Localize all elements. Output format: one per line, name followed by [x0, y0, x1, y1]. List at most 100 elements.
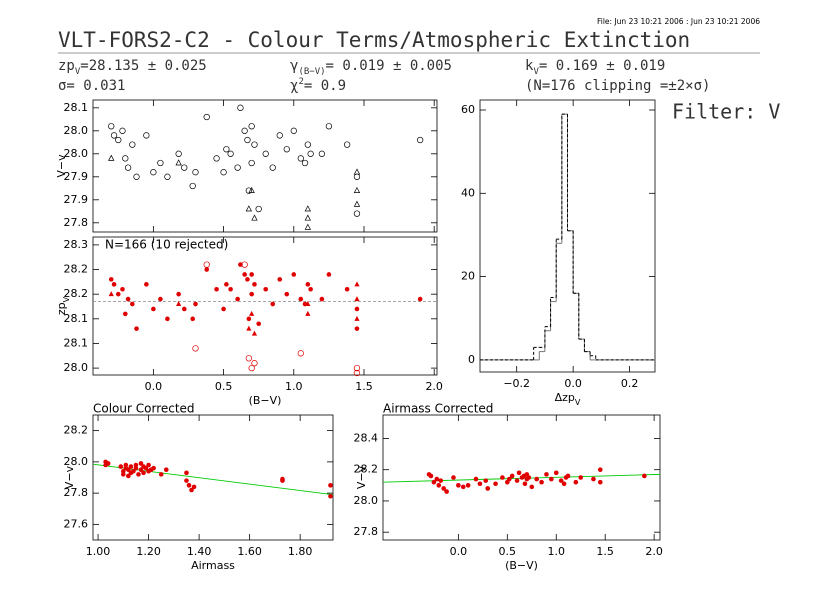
- x-axis-label: (B−V): [249, 394, 282, 407]
- data-point: [483, 478, 489, 483]
- y-tick-label: 28.0: [64, 124, 89, 137]
- data-point: [573, 479, 579, 485]
- data-point: [151, 465, 156, 471]
- data-point: [308, 286, 313, 292]
- data-point: [164, 173, 171, 180]
- data-point: [304, 223, 312, 230]
- data-point: [189, 182, 196, 190]
- data-point: [235, 296, 240, 302]
- data-point: [192, 345, 199, 352]
- data-point: [189, 487, 194, 493]
- data-point: [245, 277, 250, 282]
- data-point: [428, 473, 434, 479]
- stat-k-sub: V: [533, 67, 539, 77]
- data-point: [246, 325, 252, 331]
- data-point: [248, 159, 255, 167]
- data-point: [305, 310, 311, 316]
- data-point: [434, 476, 440, 482]
- filter-label: Filter: V: [672, 100, 780, 124]
- y-tick-label: 28.2: [354, 463, 379, 476]
- stat-chi-sup: 2: [298, 77, 303, 87]
- data-point: [158, 472, 164, 477]
- y-tick-label: 28.0: [64, 455, 89, 468]
- x-tick-label: 2.0: [425, 380, 443, 393]
- y-tick-label: 28.1: [64, 101, 89, 114]
- data-point: [436, 483, 442, 488]
- y-tick-label: 27.8: [354, 525, 379, 538]
- data-point: [242, 272, 247, 277]
- data-point: [133, 173, 140, 180]
- x-tick-label: 1.40: [187, 545, 212, 558]
- y-tick-label: 28.1: [64, 336, 89, 349]
- y-tick-label: 0: [468, 353, 475, 366]
- plot-frame: [92, 414, 334, 541]
- data-point: [298, 296, 304, 302]
- data-point: [176, 301, 182, 307]
- data-point: [249, 272, 254, 277]
- data-point: [591, 476, 596, 482]
- data-point: [526, 475, 532, 480]
- data-point: [119, 127, 126, 134]
- stat-clipping: (N=176 clipping =±2×σ): [525, 78, 710, 94]
- data-point: [126, 467, 131, 472]
- x-axis-label-base: Δzp: [555, 391, 575, 404]
- x-tick-label: 1.0: [547, 545, 565, 558]
- data-point: [344, 286, 350, 292]
- data-point: [280, 478, 285, 483]
- data-point: [473, 476, 479, 482]
- x-tick-label: 1.5: [355, 380, 373, 393]
- data-point: [642, 473, 647, 479]
- data-point: [241, 127, 248, 134]
- data-point: [138, 467, 144, 472]
- y-tick-label: 28.2: [64, 287, 89, 300]
- stat-sigma: σ= 0.031: [58, 78, 125, 94]
- plot-frame: [92, 236, 438, 376]
- data-point: [227, 150, 234, 157]
- data-point: [108, 291, 114, 297]
- stat-zp: zpV=28.135 ± 0.025: [58, 58, 207, 77]
- data-point: [190, 316, 195, 322]
- data-point: [251, 360, 258, 367]
- data-point: [534, 476, 539, 482]
- data-point: [131, 468, 136, 474]
- data-point: [238, 262, 243, 267]
- data-point: [193, 301, 198, 307]
- data-point: [354, 296, 360, 302]
- data-point: [255, 205, 262, 213]
- data-point: [157, 159, 164, 167]
- y-axis-label-base: zp: [55, 302, 68, 315]
- data-point: [597, 479, 603, 485]
- data-point: [529, 484, 535, 490]
- data-point: [305, 282, 311, 287]
- x-tick-label: 0.0: [450, 545, 468, 558]
- data-point: [251, 141, 258, 148]
- x-tick-label: 1.20: [136, 545, 161, 558]
- data-point: [245, 355, 253, 362]
- stat-gamma: γ(B−V)= 0.019 ± 0.005: [290, 58, 452, 77]
- data-point: [304, 141, 311, 148]
- plot-frame: [92, 99, 438, 233]
- stat-zp-base: zp: [58, 58, 75, 74]
- data-point: [328, 493, 333, 499]
- data-point: [123, 462, 129, 468]
- data-point: [269, 164, 276, 171]
- stat-chi-base: χ: [290, 78, 298, 94]
- x-tick-label: 1.5: [596, 545, 614, 558]
- x-axis-label: ΔzpV: [555, 391, 581, 407]
- data-point: [151, 306, 156, 312]
- data-point: [417, 136, 424, 144]
- data-point: [244, 136, 251, 144]
- y-tick-label: 40: [461, 186, 475, 199]
- data-point: [249, 310, 255, 316]
- data-point: [181, 164, 188, 171]
- data-point: [203, 261, 210, 268]
- x-tick-label: 2.0: [645, 545, 663, 558]
- data-point: [126, 473, 131, 479]
- data-point: [249, 291, 254, 297]
- data-point: [456, 483, 461, 488]
- data-point: [150, 169, 157, 176]
- data-point: [214, 286, 219, 292]
- data-point: [291, 272, 297, 277]
- y-tick-label: 20: [461, 270, 475, 283]
